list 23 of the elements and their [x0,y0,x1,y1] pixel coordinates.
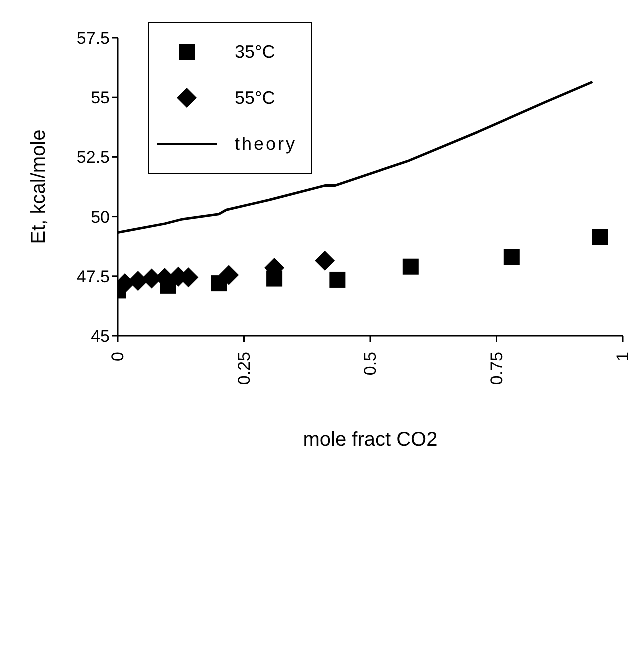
x-tick-label: 0 [108,352,128,362]
legend-label: theory [235,134,298,154]
point [330,272,346,288]
y-tick-label: 55 [91,88,110,108]
point [128,271,148,292]
x-axis-title: mole fract CO2 [303,429,438,451]
point [592,229,608,246]
legend-label: 35°C [235,42,276,62]
y-tick-label: 47.5 [76,267,110,286]
point [402,258,419,275]
y-tick-label: 50 [91,208,110,227]
x-tick-label: 0.75 [487,352,506,386]
y-tick-label: 52.5 [76,148,110,168]
x-tick-label: 0.5 [361,352,380,376]
point [219,265,240,286]
x-tick-label: 0.25 [234,352,254,386]
point [504,249,520,266]
legend-label: 55°C [235,88,276,108]
y-tick-label: 45 [91,327,110,346]
y-tick-label: 57.5 [76,29,110,48]
point [315,250,336,271]
y-axis-title: Et, kcal/mole [28,130,50,244]
x-tick-label: 1 [614,352,632,362]
